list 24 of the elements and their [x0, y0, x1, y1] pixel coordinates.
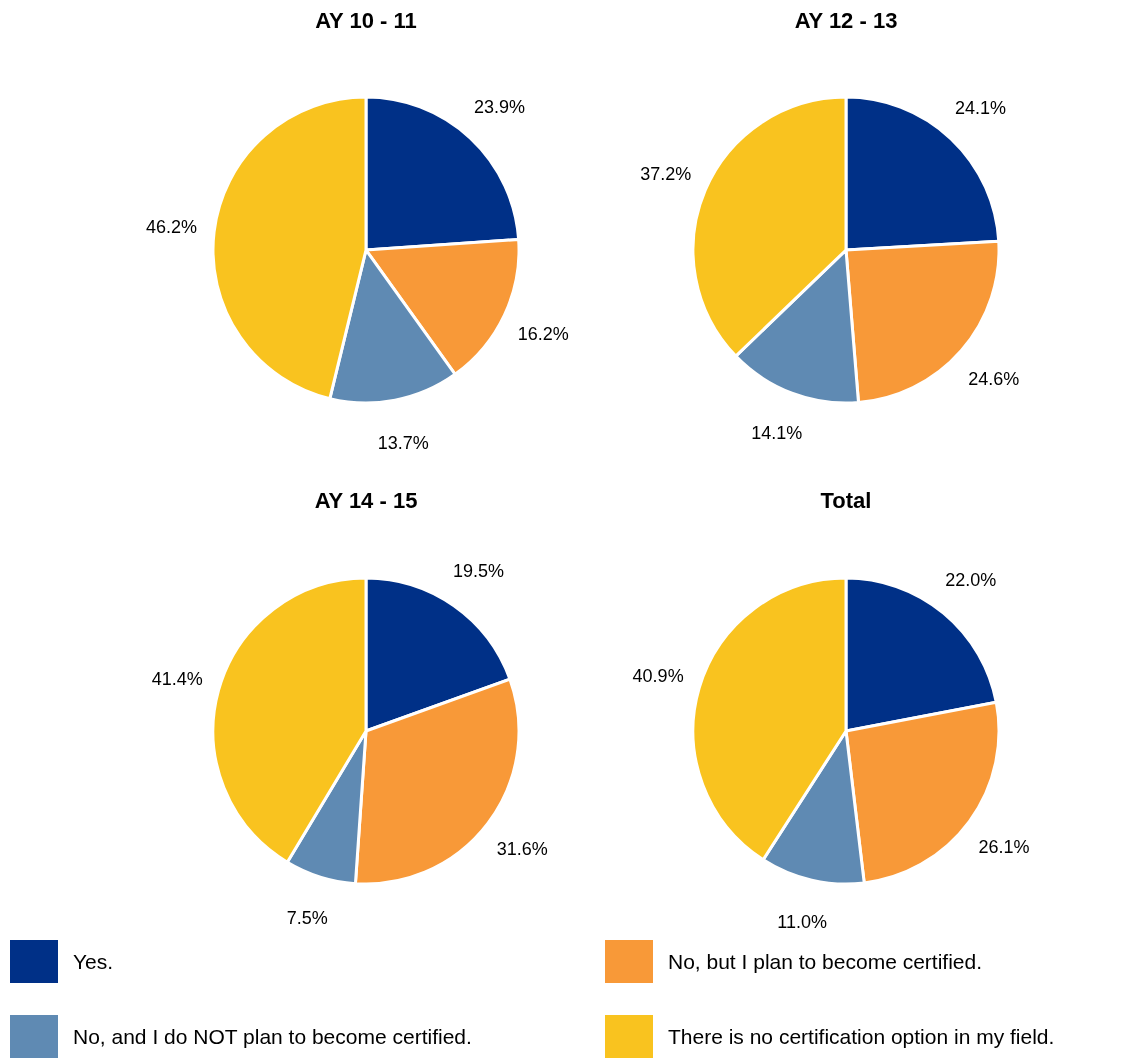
data-label: 11.0%	[777, 912, 827, 933]
data-label: 31.6%	[496, 839, 548, 860]
data-label: 46.2%	[146, 216, 198, 237]
data-label: 26.1%	[978, 836, 1030, 857]
chart-title: Total	[820, 488, 872, 513]
data-label: 24.6%	[968, 368, 1020, 389]
data-label: 41.4%	[151, 669, 203, 690]
legend-label: No, but I plan to become certified.	[668, 950, 983, 974]
data-label: 7.5%	[286, 908, 328, 929]
legend-label: Yes.	[73, 950, 114, 974]
data-label: 23.9%	[474, 97, 526, 118]
data-label: 16.2%	[517, 323, 569, 344]
data-label: 24.1%	[954, 97, 1007, 118]
legend-label: No, and I do NOT plan to become certified.	[73, 1025, 472, 1049]
data-label: 40.9%	[632, 666, 684, 687]
data-label: 22.0%	[945, 570, 997, 591]
data-label: 19.5%	[453, 561, 505, 582]
legend-label: There is no certification option in my field.	[668, 1025, 1055, 1049]
data-label: 14.1%	[751, 423, 803, 444]
data-label: 37.2%	[640, 163, 692, 184]
chart-title: AY 14 - 15	[314, 488, 418, 513]
chart-title: AY 12 - 13	[794, 8, 898, 33]
chart-title: AY 10 - 11	[315, 8, 417, 33]
data-label: 13.7%	[377, 432, 429, 453]
